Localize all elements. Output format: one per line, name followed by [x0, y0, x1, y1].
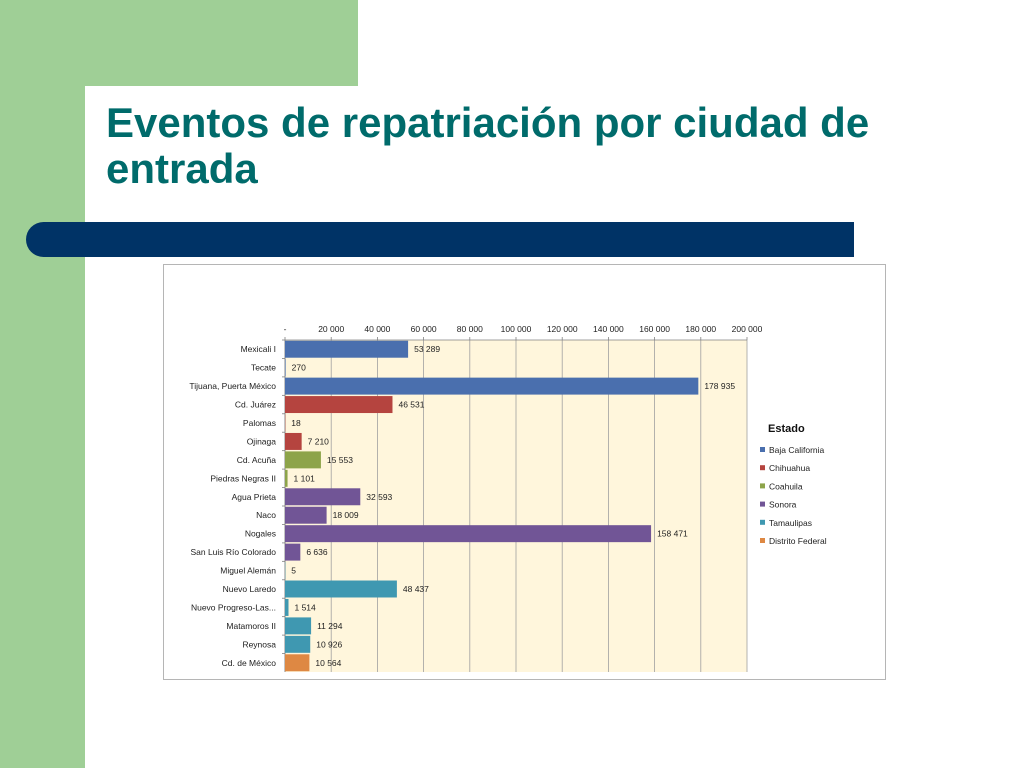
category-label: San Luis Río Colorado: [190, 547, 276, 557]
legend: Estado Baja California Chihuahua Coahuila So…: [760, 423, 827, 546]
category-label: Naco: [256, 510, 276, 520]
category-label: Reynosa: [242, 639, 276, 649]
x-tick-label: -: [284, 324, 287, 334]
legend-label: Chihuahua: [769, 463, 810, 473]
data-label: 270: [292, 363, 306, 373]
legend-label: Distrito Federal: [769, 536, 827, 546]
bar: [285, 451, 321, 469]
category-label: Miguel Alemán: [220, 566, 276, 576]
bar: [285, 359, 286, 377]
bar: [285, 580, 397, 598]
bar: [285, 543, 301, 561]
legend-swatch: [760, 538, 765, 543]
data-label: 10 926: [316, 639, 342, 649]
category-label: Tijuana, Puerta México: [189, 381, 276, 391]
legend-label: Tamaulipas: [769, 518, 812, 528]
x-tick-label: 100 000: [501, 324, 532, 334]
legend-label: Sonora: [769, 500, 797, 510]
data-label: 6 636: [306, 547, 328, 557]
data-label: 18: [291, 418, 301, 428]
data-label: 178 935: [704, 381, 735, 391]
data-label: 11 294: [317, 621, 343, 631]
data-label: 5: [291, 566, 296, 576]
category-label: Tecate: [251, 363, 276, 373]
slide-title: Eventos de repatriación por ciudad de en…: [106, 99, 870, 192]
data-label: 7 210: [308, 436, 330, 446]
category-label: Palomas: [243, 418, 276, 428]
category-label: Nuevo Laredo: [223, 584, 277, 594]
bar: [285, 617, 312, 635]
green-side-rail: [0, 0, 85, 768]
legend-title: Estado: [768, 423, 805, 435]
bar: [285, 469, 288, 487]
category-label: Mexicali I: [241, 344, 276, 354]
bars: [285, 340, 699, 672]
bar: [285, 396, 393, 414]
bar: [285, 506, 327, 524]
data-label: 46 531: [398, 400, 424, 410]
bar: [285, 488, 361, 506]
category-label: Nuevo Progreso-Las...: [191, 602, 276, 612]
bar: [285, 340, 409, 358]
data-label: 18 009: [333, 510, 359, 520]
x-tick-label: 80 000: [457, 324, 483, 334]
legend-swatch: [760, 519, 765, 525]
category-label: Agua Prieta: [232, 492, 277, 502]
data-label: 15 553: [327, 455, 353, 465]
category-label: Piedras Negras II: [210, 473, 276, 483]
data-label: 1 514: [294, 602, 316, 612]
category-labels: Mexicali I Tecate Tijuana, Puerta México Cd…: [189, 339, 285, 668]
bar: [285, 598, 289, 616]
data-label: 158 471: [657, 529, 688, 539]
x-tick-label: 120 000: [547, 324, 578, 334]
x-tick-label: 160 000: [639, 324, 670, 334]
bar: [285, 377, 699, 395]
category-label: Matamoros II: [226, 621, 276, 631]
x-tick-label: 40 000: [364, 324, 390, 334]
bar: [285, 525, 652, 543]
category-label: Cd. Acuña: [237, 455, 276, 465]
legend-swatch: [760, 447, 765, 452]
category-label: Nogales: [245, 529, 276, 539]
data-label: 53 289: [414, 344, 440, 354]
category-label: Cd. de México: [222, 658, 277, 668]
data-label: 1 101: [294, 473, 316, 483]
bar-chart: - 20 000 40 000 60 000 80 000 100 000 120 000 1…: [189, 324, 827, 672]
bar: [285, 654, 310, 672]
legend-swatch: [760, 465, 765, 471]
x-tick-label: 20 000: [318, 324, 344, 334]
data-label: 10 564: [315, 658, 341, 668]
legend-swatch: [760, 483, 765, 489]
legend-label: Coahuila: [769, 481, 803, 491]
data-label: 32 593: [366, 492, 392, 502]
chart-frame: - 20 000 40 000 60 000 80 000 100 000 120 000 1…: [163, 264, 886, 680]
category-label: Ojinaga: [247, 436, 277, 446]
green-top-block: [0, 0, 358, 86]
x-tick-label: 180 000: [685, 324, 716, 334]
x-tick-label: 60 000: [411, 324, 437, 334]
title-divider-band: [26, 222, 854, 257]
legend-label: Baja California: [769, 445, 825, 455]
x-axis-ticks: - 20 000 40 000 60 000 80 000 100 000 120 000 1…: [284, 324, 763, 341]
bar: [285, 432, 302, 450]
legend-swatch: [760, 501, 765, 507]
x-tick-label: 200 000: [732, 324, 763, 334]
category-label: Cd. Juárez: [235, 400, 276, 410]
data-label: 48 437: [403, 584, 429, 594]
x-tick-label: 140 000: [593, 324, 624, 334]
bar: [285, 635, 311, 653]
data-labels: 53 289 270 178 935 46 531 18 7 210 15 553 1 101…: [291, 344, 735, 668]
